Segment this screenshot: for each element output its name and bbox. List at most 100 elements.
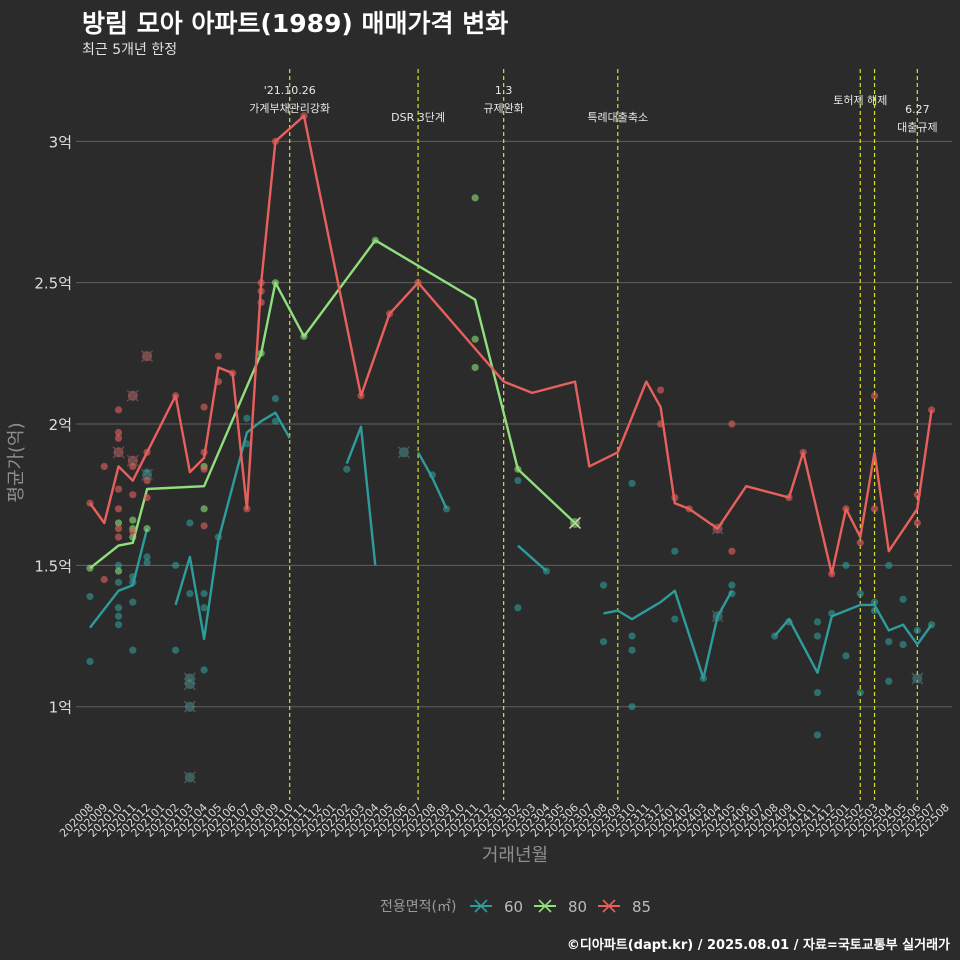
y-tick-label: 1억 (49, 699, 72, 717)
data-point (728, 581, 736, 589)
cross-marker (126, 389, 139, 402)
data-point (671, 615, 679, 623)
y-axis-label: 평균가(억) (6, 422, 27, 502)
event-label: 1.3 (495, 84, 513, 97)
legend-item-60: 60 (470, 898, 523, 916)
y-tick-label: 1.5억 (34, 557, 72, 575)
data-point (728, 420, 736, 428)
event-label: 규제완화 (483, 102, 523, 115)
x-axis-label: 거래년월 (482, 845, 548, 866)
series-line-60 (89, 528, 149, 629)
cross-marker-x (183, 700, 196, 713)
data-point (813, 618, 822, 626)
legend-swatch-cross (474, 899, 488, 913)
data-point (86, 592, 94, 601)
event-label: DSR 3단계 (391, 111, 445, 124)
cross-marker-x (911, 672, 924, 685)
source-caption: ©디아파트(dapt.kr) / 2025.08.01 / 자료=국토교통부 실… (566, 938, 950, 953)
legend-label: 60 (504, 898, 523, 916)
data-point (628, 646, 636, 654)
data-point (856, 539, 864, 547)
data-point (671, 547, 679, 555)
data-point (200, 465, 208, 473)
data-point (129, 491, 137, 499)
cross-marker-x (183, 678, 196, 691)
cross-marker (183, 678, 196, 691)
data-point (842, 561, 850, 569)
data-point (143, 476, 151, 485)
data-point (129, 646, 137, 654)
data-point (171, 646, 180, 654)
data-point (186, 519, 194, 527)
data-point (114, 561, 123, 569)
cross-marker (126, 454, 139, 467)
data-point (200, 590, 208, 598)
series-line-85 (89, 114, 933, 575)
cross-marker (183, 771, 196, 784)
data-point (200, 505, 208, 513)
series-line-60 (174, 411, 291, 641)
data-point (514, 476, 522, 485)
data-point (114, 434, 123, 442)
data-point (885, 561, 893, 569)
event-label: 가계부채관리강화 (249, 102, 330, 115)
cross-marker-x (397, 446, 410, 459)
cross-marker-x (141, 468, 154, 481)
data-point (856, 688, 864, 697)
event-label: 대출규제 (897, 121, 937, 134)
data-point (813, 731, 822, 739)
cross-marker (141, 350, 154, 363)
data-point (599, 638, 608, 646)
series-60 (86, 394, 936, 784)
data-point (114, 604, 123, 612)
y-tick-label: 2.5억 (34, 275, 72, 293)
data-point (628, 632, 636, 640)
series-85 (86, 112, 936, 584)
cross-marker-x (141, 350, 154, 363)
data-point (143, 553, 151, 561)
cross-marker (911, 672, 924, 685)
series-line-60 (603, 589, 733, 680)
data-point (200, 403, 208, 411)
cross-marker-x (112, 446, 125, 459)
series-line-60 (517, 544, 548, 572)
series-line-80 (89, 239, 576, 570)
chart-subtitle: 최근 5개년 한정 (82, 42, 178, 58)
legend: 전용면적(㎡) 60 80 85 (380, 898, 651, 916)
legend-item-85: 85 (598, 898, 651, 916)
data-point (599, 581, 608, 589)
data-point (856, 590, 864, 598)
data-point (143, 493, 151, 502)
data-point (114, 485, 123, 493)
legend-item-80: 80 (534, 898, 587, 916)
cross-marker-x (183, 771, 196, 784)
event-label: 토허제 해제 (833, 93, 887, 107)
data-point (728, 547, 736, 555)
legend-swatch-cross (538, 899, 552, 913)
data-point (129, 516, 137, 524)
data-point (870, 392, 879, 400)
data-point (186, 590, 194, 598)
series-80 (86, 194, 582, 575)
data-point (114, 406, 123, 414)
cross-marker (112, 446, 125, 459)
data-point (628, 703, 636, 711)
data-point (114, 533, 123, 541)
data-point (171, 561, 180, 569)
legend-label: 80 (568, 898, 587, 916)
data-point (114, 567, 123, 575)
data-point (129, 598, 137, 606)
data-point (885, 677, 893, 685)
data-point (899, 640, 907, 649)
event-label: 특례대출축소 (587, 111, 648, 124)
data-point (100, 462, 108, 471)
cross-marker (397, 446, 410, 459)
data-point (114, 428, 123, 437)
data-point (271, 394, 280, 403)
y-tick-label: 2억 (49, 416, 72, 434)
data-point (913, 626, 921, 634)
data-point (813, 688, 822, 697)
data-point (114, 519, 123, 527)
data-point (86, 657, 94, 666)
data-point (100, 575, 108, 584)
